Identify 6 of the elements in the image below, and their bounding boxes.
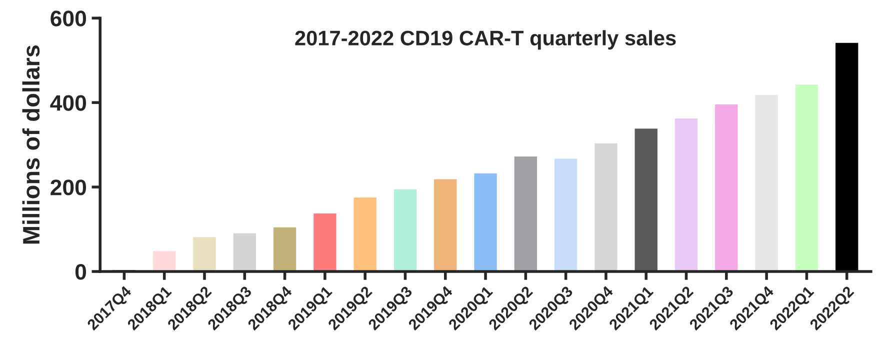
y-tick-label: 600 — [50, 10, 86, 26]
y-axis-title: Millions of dollars — [22, 45, 40, 244]
y-tick-label: 200 — [50, 180, 86, 196]
text: 2017-2022 CD19 CAR-T quarterly sales — [295, 30, 676, 50]
y-tick-label: 400 — [50, 95, 86, 111]
y-tick-label: 0 — [75, 264, 86, 280]
